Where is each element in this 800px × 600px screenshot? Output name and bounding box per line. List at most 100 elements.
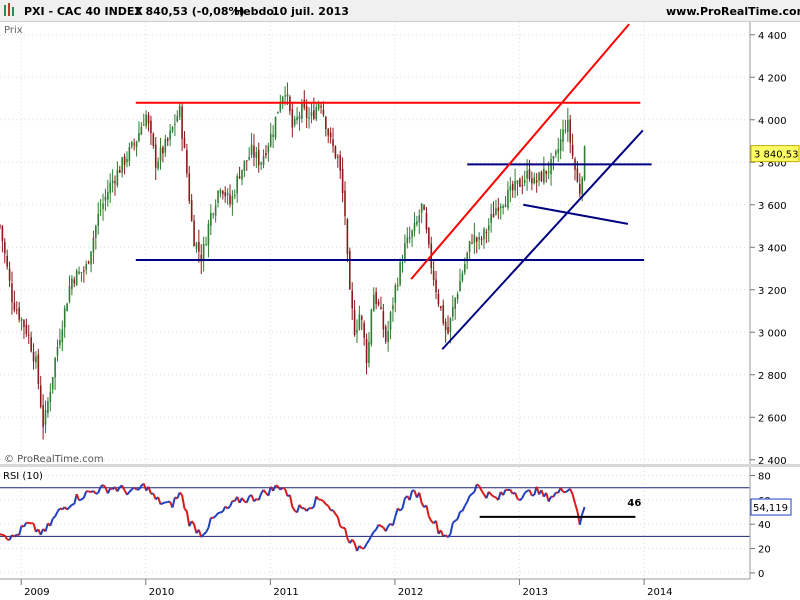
rsi-segment <box>519 497 524 502</box>
price-candle-body <box>334 146 337 158</box>
rsi-segment <box>454 518 459 522</box>
rsi-segment <box>56 507 61 513</box>
price-candle-body <box>186 149 188 174</box>
rsi-panel: 46 RSI (10) <box>0 467 750 579</box>
price-candle-body <box>56 346 59 356</box>
time-tick-label: 2012 <box>398 587 423 598</box>
rsi-segment <box>3 534 9 541</box>
price-candle-body <box>279 102 282 112</box>
price-tick-label: 3 800 <box>758 158 787 169</box>
price-candle-body <box>310 112 313 116</box>
watermark: © ProRealTime.com <box>4 454 104 465</box>
rsi-segment <box>11 534 15 538</box>
price-candle-body <box>116 170 119 186</box>
trendline <box>523 203 629 225</box>
header-site[interactable]: www.ProRealTime.com <box>666 5 800 18</box>
price-candle-body <box>432 270 435 280</box>
rsi-segment <box>447 533 452 538</box>
price-candle-body <box>547 171 550 173</box>
rsi-segment <box>380 525 384 529</box>
price-candle-body <box>428 228 430 245</box>
price-gridlines <box>0 22 750 464</box>
rsi-segment <box>531 493 535 497</box>
rsi-last-value-label: 54,119 <box>753 503 788 514</box>
price-candle-body <box>514 180 516 191</box>
price-candle-body <box>111 180 114 184</box>
rsi-segment <box>267 486 272 497</box>
time-tick-label: 2009 <box>24 587 49 598</box>
rsi-segment <box>282 486 286 490</box>
header-period: Hebdo <box>234 5 274 18</box>
rsi-segment <box>322 500 327 505</box>
price-candle-body <box>487 225 490 231</box>
price-candle-body <box>478 237 480 240</box>
price-candle-body <box>66 303 68 312</box>
rsi-right-axis: 80604020054,119 <box>749 467 800 580</box>
rsi-segment <box>71 503 75 506</box>
rsi-segment <box>54 511 59 517</box>
price-candle-body <box>564 130 567 132</box>
rsi-segment <box>547 496 552 503</box>
price-candle-body <box>353 310 356 335</box>
rsi-segment <box>131 486 135 491</box>
rsi-segment <box>226 505 231 510</box>
price-candle-body <box>248 156 250 160</box>
time-tick-label: 2011 <box>273 587 298 598</box>
price-candle-body <box>452 306 454 317</box>
price-candle-body <box>42 405 44 428</box>
rsi-segment <box>310 506 315 510</box>
price-tick-label: 4 200 <box>758 73 787 84</box>
price-candle-body <box>301 102 303 119</box>
price-candle-body <box>437 293 440 304</box>
price-candle-body <box>368 341 370 363</box>
price-candle-body <box>346 219 349 255</box>
price-candle-body <box>521 185 524 187</box>
rsi-segment <box>452 519 456 524</box>
rsi-segment <box>315 495 320 501</box>
price-candle-body <box>511 183 514 191</box>
rsi-segment <box>272 485 277 492</box>
price-candle-body <box>92 237 95 253</box>
rsi-segment <box>325 503 329 507</box>
price-candle-body <box>253 145 255 158</box>
rsi-segment <box>320 498 325 503</box>
rsi-segment <box>466 495 471 503</box>
price-candle-body <box>1 226 4 242</box>
rsi-segment <box>229 500 234 507</box>
rsi-segment <box>387 522 392 527</box>
price-candle-body <box>142 124 145 126</box>
price-candle-body <box>317 103 320 109</box>
price-candle-body <box>164 139 167 153</box>
rsi-segment <box>391 516 397 526</box>
rsi-segment <box>133 486 138 491</box>
rsi-segment <box>200 533 205 538</box>
price-candle-body <box>85 264 88 270</box>
rsi-segment <box>160 502 164 506</box>
price-right-axis: 4 400 4 200 4 000 3 800 3 600 3 400 3 200 3 000… <box>749 22 800 467</box>
rsi-segment <box>288 494 294 507</box>
price-candle-body <box>555 151 557 155</box>
rsi-segment <box>521 492 526 499</box>
price-candle-body <box>449 318 452 333</box>
price-candle-body <box>128 147 131 161</box>
rsi-segment <box>78 498 82 502</box>
rsi-segment <box>365 539 370 545</box>
rsi-segment <box>68 504 73 508</box>
price-candle-body <box>152 133 155 146</box>
price-plot-area <box>0 22 750 464</box>
rsi-segment <box>291 506 296 512</box>
price-candle-body <box>456 293 459 300</box>
price-candle-body <box>507 189 509 208</box>
rsi-segment <box>427 516 433 522</box>
price-candle-body <box>358 314 361 330</box>
price-candle-body <box>35 356 37 363</box>
rsi-segment <box>171 497 176 508</box>
price-candle-body <box>420 203 423 213</box>
price-candle-body <box>332 139 334 147</box>
rsi-segment <box>528 489 533 497</box>
price-candle-body <box>250 144 253 156</box>
price-candle-body <box>389 312 392 330</box>
price-candle-body <box>454 298 457 309</box>
price-candle-body <box>90 251 92 265</box>
